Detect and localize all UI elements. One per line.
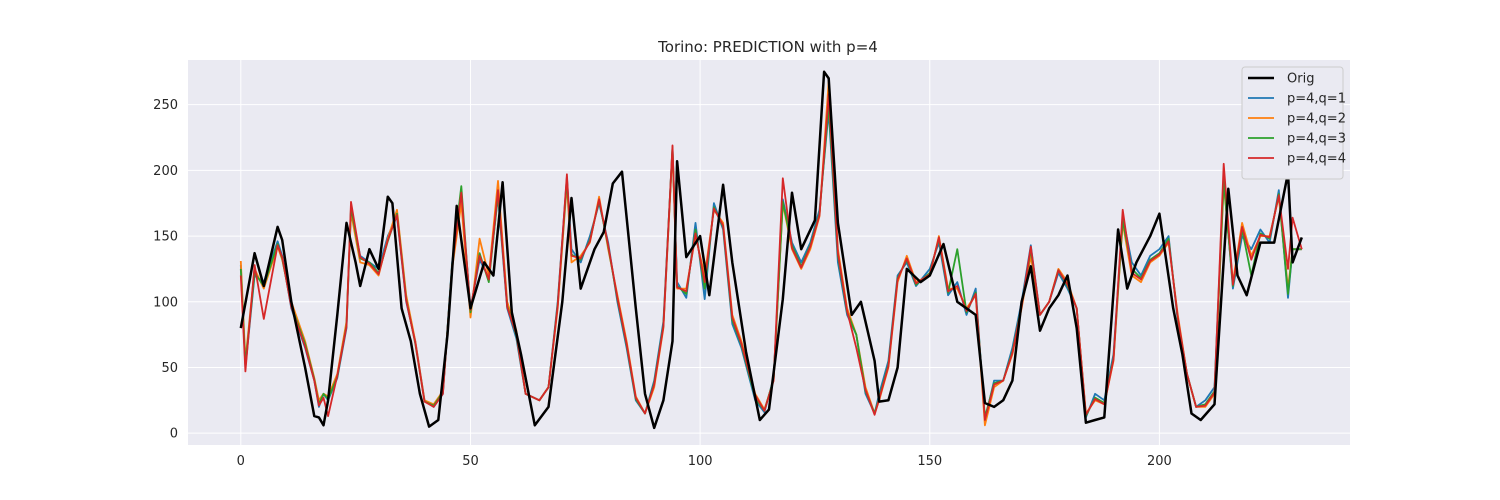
legend-label: Orig [1287, 72, 1314, 87]
y-tick-label: 100 [153, 295, 178, 310]
y-tick-label: 0 [170, 427, 178, 442]
legend-label: p=4,q=1 [1287, 92, 1346, 107]
chart-title: Torino: PREDICTION with p=4 [657, 38, 878, 56]
plot-area [188, 60, 1350, 445]
y-tick-label: 150 [153, 230, 178, 245]
x-tick-label: 200 [1147, 454, 1172, 469]
x-tick-label: 100 [688, 454, 713, 469]
x-axis: 0 50 100 150 200 [237, 454, 1172, 469]
x-tick-label: 0 [237, 454, 245, 469]
y-axis: 0 50 100 150 200 250 [153, 98, 178, 441]
legend: Orig p=4,q=1 p=4,q=2 p=4,q=3 p=4,q=4 [1241, 66, 1346, 180]
legend-label: p=4,q=3 [1287, 132, 1346, 147]
x-tick-label: 50 [462, 454, 479, 469]
legend-box [1241, 66, 1344, 180]
series-line-4 [239, 93, 1303, 421]
series-lines [239, 70, 1303, 430]
x-tick-label: 150 [917, 454, 942, 469]
legend-label: p=4,q=4 [1287, 152, 1346, 167]
y-tick-label: 50 [161, 361, 178, 376]
series-line-0 [239, 70, 1303, 430]
y-tick-label: 200 [153, 164, 178, 179]
legend-label: p=4,q=2 [1287, 112, 1346, 127]
y-tick-label: 250 [153, 98, 178, 113]
